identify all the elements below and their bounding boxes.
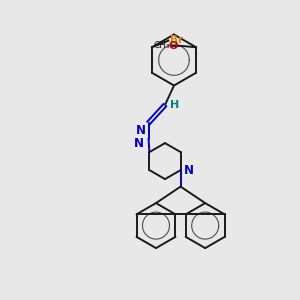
Text: N: N — [134, 137, 144, 150]
Text: O: O — [169, 41, 178, 51]
Text: H: H — [170, 100, 180, 110]
Text: N: N — [136, 124, 146, 137]
Text: CH₃: CH₃ — [153, 41, 170, 50]
Text: N: N — [184, 164, 194, 177]
Text: Br: Br — [170, 35, 183, 45]
